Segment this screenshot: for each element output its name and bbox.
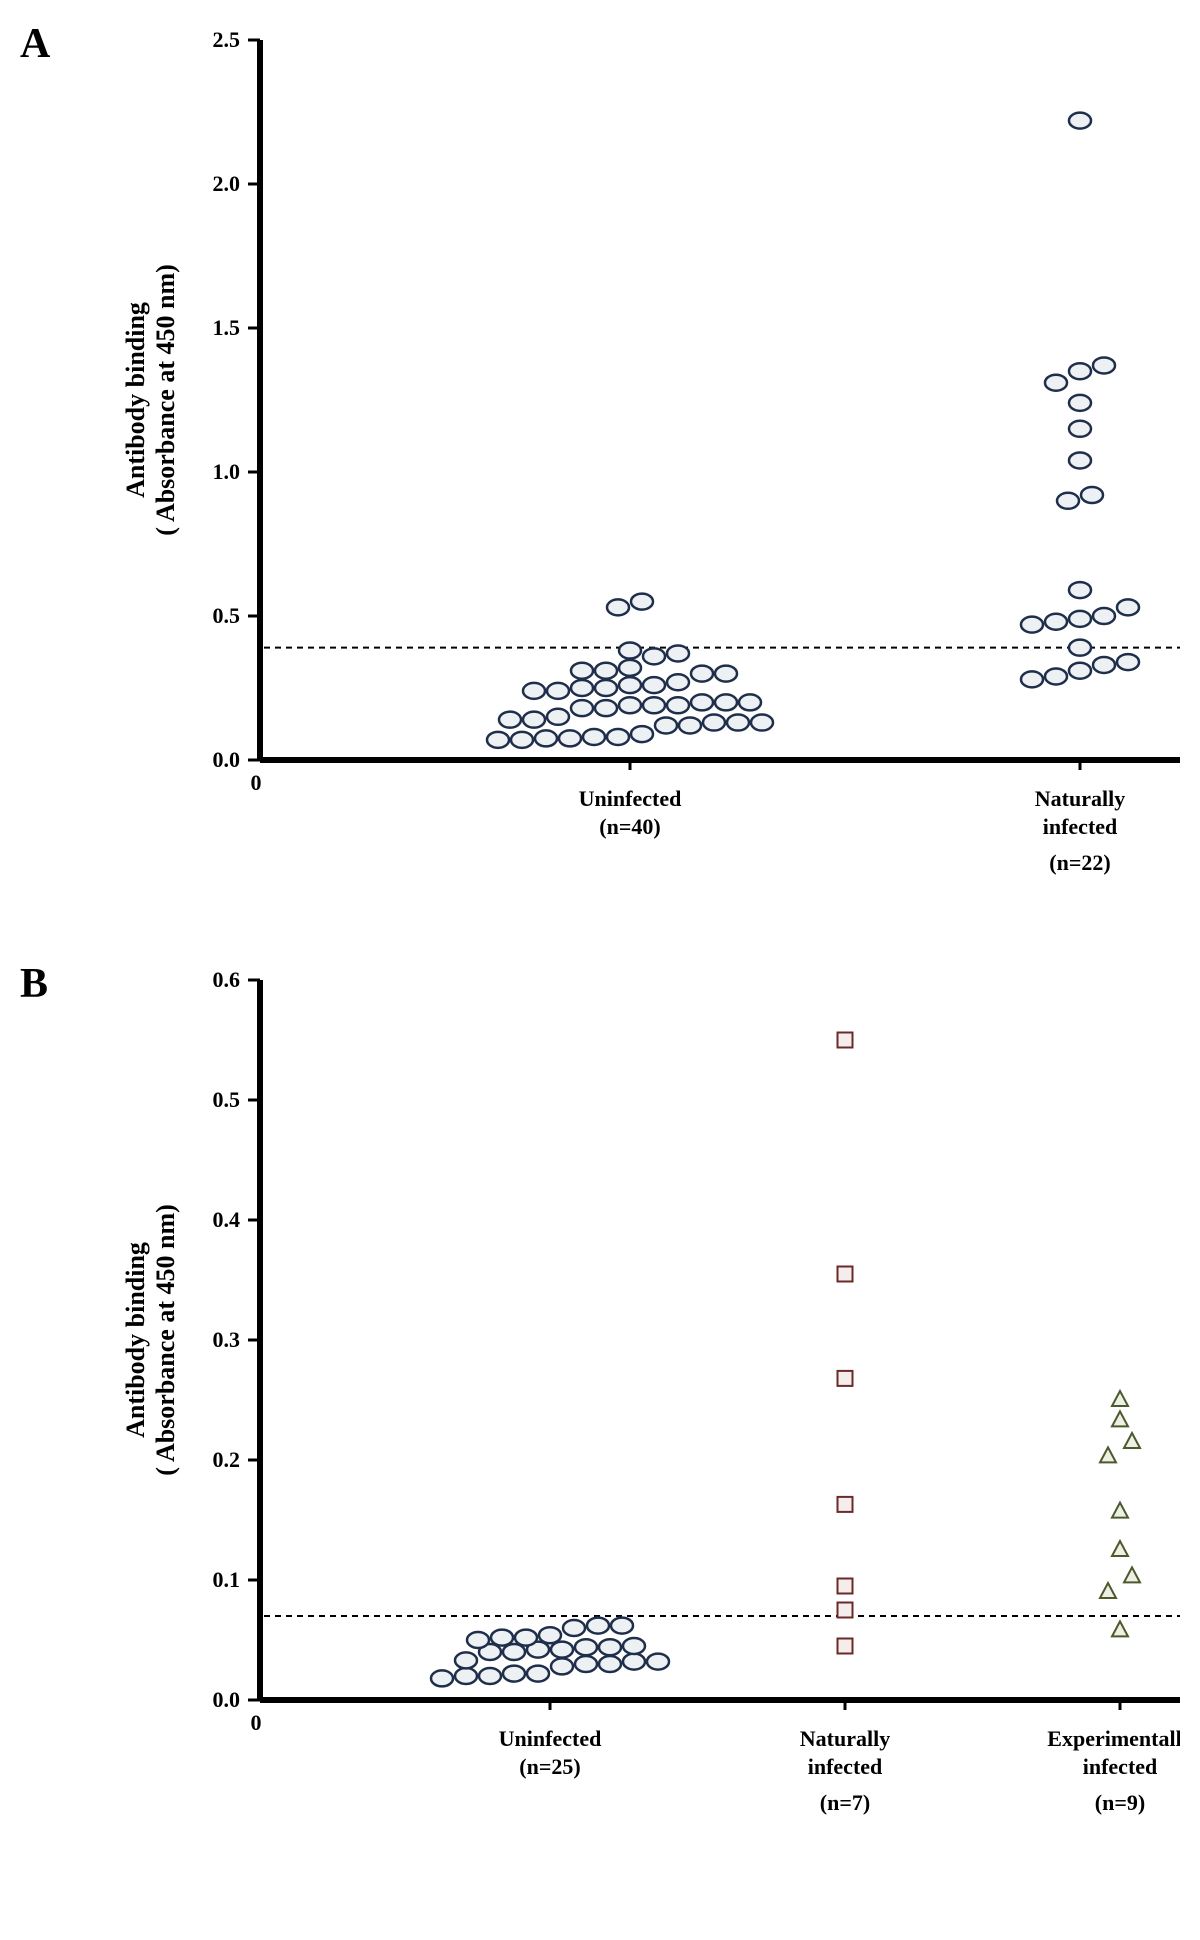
panel-b-plot: 0.0 0.1 0.2 0.3 0.4 0.5 0.6 0 Antibody binding( … <box>80 960 1180 1880</box>
svg-text:0: 0 <box>251 770 262 795</box>
svg-text:0.2: 0.2 <box>213 1447 241 1472</box>
svg-text:infected: infected <box>808 1754 883 1779</box>
svg-text:0.4: 0.4 <box>213 1207 241 1232</box>
svg-text:(n=22): (n=22) <box>1049 850 1110 875</box>
svg-text:(n=9): (n=9) <box>1095 1790 1145 1815</box>
svg-text:Naturally: Naturally <box>800 1726 890 1751</box>
svg-text:2.0: 2.0 <box>213 171 241 196</box>
svg-text:0.5: 0.5 <box>213 603 241 628</box>
svg-text:0.1: 0.1 <box>213 1567 241 1592</box>
svg-text:Antibody binding: Antibody binding <box>121 302 150 498</box>
panel-a-plot: 0.0 0.5 1.0 1.5 2.0 2.5 0 Antibody binding( Abs… <box>80 20 1180 920</box>
svg-text:1.0: 1.0 <box>213 459 241 484</box>
panel-a-label: A <box>20 20 50 68</box>
svg-text:infected: infected <box>1043 814 1118 839</box>
svg-text:(n=25): (n=25) <box>519 1754 580 1779</box>
svg-text:Uninfected: Uninfected <box>579 786 682 811</box>
svg-text:Antibody binding: Antibody binding <box>121 1242 150 1438</box>
svg-text:Experimentally: Experimentally <box>1047 1726 1180 1751</box>
svg-text:( Absorbance at 450 nm): ( Absorbance at 450 nm) <box>151 264 180 536</box>
svg-text:infected: infected <box>1083 1754 1158 1779</box>
svg-text:0: 0 <box>251 1710 262 1735</box>
svg-text:(n=7): (n=7) <box>820 1790 870 1815</box>
panel-a-svg: 0.0 0.5 1.0 1.5 2.0 2.5 0 Antibody binding( Abs… <box>80 20 1180 920</box>
svg-text:2.5: 2.5 <box>213 27 241 52</box>
svg-text:( Absorbance at 450 nm): ( Absorbance at 450 nm) <box>151 1204 180 1476</box>
panel-b: B 0.0 0.1 0.2 0.3 0.4 0.5 0.6 0 Antibody binding… <box>20 960 1180 1880</box>
panel-b-label: B <box>20 960 48 1008</box>
svg-text:0.5: 0.5 <box>213 1087 241 1112</box>
svg-text:0.3: 0.3 <box>213 1327 241 1352</box>
svg-text:Naturally: Naturally <box>1035 786 1125 811</box>
svg-text:(n=40): (n=40) <box>599 814 660 839</box>
panel-b-svg: 0.0 0.1 0.2 0.3 0.4 0.5 0.6 0 Antibody binding( … <box>80 960 1180 1880</box>
svg-text:1.5: 1.5 <box>213 315 241 340</box>
svg-text:0.0: 0.0 <box>213 747 241 772</box>
svg-text:Uninfected: Uninfected <box>499 1726 602 1751</box>
panel-a: A 0.0 0.5 1.0 1.5 2.0 2.5 0 Antibody binding( A… <box>20 20 1180 920</box>
svg-text:0.0: 0.0 <box>213 1687 241 1712</box>
figure: A 0.00.51.01.52.02.50Antibody binding( A… <box>20 20 1180 1880</box>
svg-text:0.6: 0.6 <box>213 967 241 992</box>
